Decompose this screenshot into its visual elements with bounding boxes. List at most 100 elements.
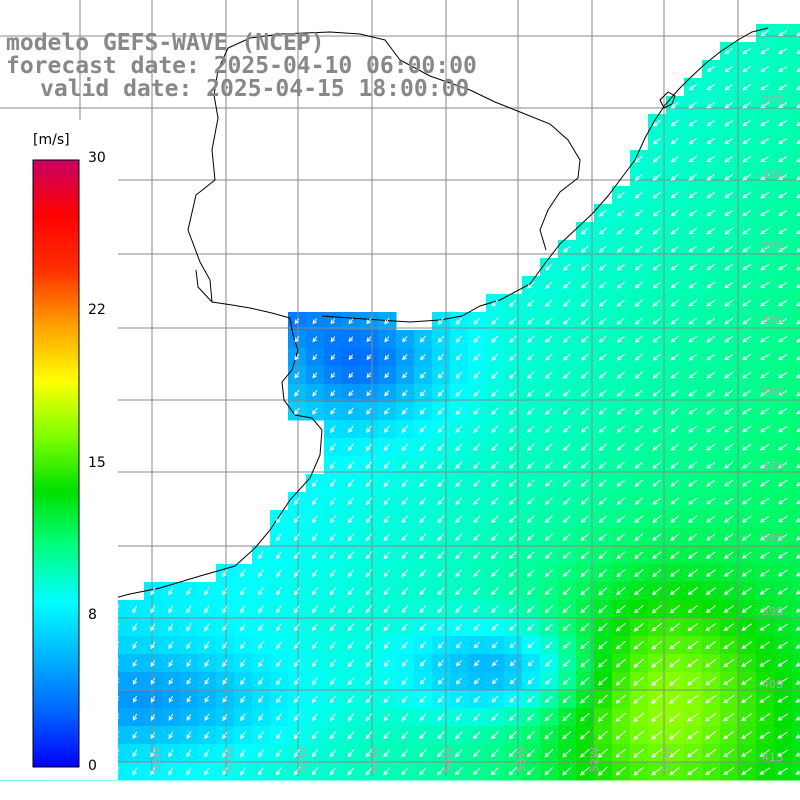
- wind-arrow: [688, 263, 698, 271]
- wind-arrow: [616, 479, 626, 487]
- wind-arrow: [490, 749, 499, 758]
- wind-arrow: [240, 641, 246, 650]
- wind-arrow: [742, 263, 752, 271]
- wind-arrow: [580, 533, 590, 541]
- wind-arrow: [580, 371, 589, 379]
- wind-arrow: [186, 641, 192, 650]
- wind-arrow: [777, 461, 788, 469]
- wind-arrow: [688, 479, 698, 487]
- title-forecast-date: forecast date: 2025-04-10 06:00:00: [6, 53, 477, 79]
- wind-arrow: [777, 443, 788, 451]
- wind-arrow: [598, 245, 607, 253]
- wind-arrow: [634, 209, 643, 217]
- wind-arrow: [652, 317, 662, 325]
- wind-arrow: [742, 371, 752, 379]
- wind-arrow: [168, 731, 174, 740]
- wind-arrow: [742, 335, 752, 343]
- wind-arrow: [706, 83, 715, 91]
- wind-arrow: [132, 641, 138, 650]
- wind-arrow: [687, 587, 698, 596]
- wind-arrow: [544, 425, 553, 433]
- wind-arrow: [276, 695, 282, 704]
- wind-arrow: [616, 461, 626, 469]
- wind-arrow: [258, 551, 264, 560]
- wind-arrow: [294, 371, 300, 379]
- wind-arrow: [473, 551, 481, 560]
- wind-arrow: [652, 443, 662, 451]
- wind-arrow: [293, 587, 300, 596]
- wind-arrow: [330, 336, 336, 343]
- wind-arrow: [742, 209, 752, 217]
- wind-arrow: [688, 101, 697, 109]
- wind-arrow: [634, 173, 643, 181]
- wind-arrow: [365, 677, 373, 686]
- wind-arrow: [688, 389, 698, 397]
- wind-arrow: [688, 83, 697, 91]
- wind-arrow: [347, 497, 355, 506]
- wind-arrow: [652, 299, 661, 307]
- wind-arrow: [491, 353, 499, 361]
- wind-arrow: [580, 694, 590, 704]
- wind-arrow: [508, 479, 517, 488]
- wind-arrow: [634, 353, 643, 361]
- wind-arrow: [778, 119, 788, 127]
- wind-cell: [792, 204, 800, 223]
- longitude-label: 54W: [442, 747, 455, 772]
- wind-arrow: [348, 372, 354, 379]
- wind-arrow: [240, 659, 246, 668]
- wind-arrow: [633, 658, 645, 668]
- wind-arrow: [598, 299, 607, 307]
- wind-arrow: [150, 605, 156, 614]
- wind-arrow: [402, 336, 408, 343]
- wind-arrow: [778, 173, 788, 181]
- wind-arrow: [705, 569, 716, 577]
- wind-arrow: [652, 551, 662, 559]
- wind-arrow: [545, 659, 553, 667]
- wind-arrow: [509, 695, 517, 703]
- wind-arrow: [634, 299, 643, 307]
- wind-arrow: [419, 569, 427, 578]
- wind-arrow: [132, 695, 138, 703]
- wind-arrow: [311, 479, 318, 488]
- wind-arrow: [222, 713, 228, 722]
- wind-arrow: [795, 716, 800, 721]
- wind-arrow: [526, 461, 535, 470]
- wind-cell: [792, 546, 800, 565]
- wind-arrow: [330, 390, 336, 397]
- wind-arrow: [509, 389, 517, 397]
- wind-arrow: [491, 335, 499, 343]
- wind-arrow: [723, 658, 735, 668]
- wind-arrow: [724, 83, 733, 91]
- colorbar-unit: [m/s]: [33, 132, 70, 148]
- wind-arrow: [633, 748, 645, 758]
- wind-arrow: [633, 587, 644, 596]
- wind-arrow: [562, 335, 571, 343]
- wind-arrow: [706, 281, 716, 289]
- wind-arrow: [276, 533, 282, 542]
- wind-arrow: [366, 354, 372, 361]
- wind-arrow: [634, 245, 643, 253]
- wind-arrow: [778, 299, 788, 307]
- wind-arrow: [724, 479, 734, 487]
- wind-cell: [792, 528, 800, 547]
- wind-arrow: [634, 389, 644, 397]
- wind-arrow: [742, 479, 752, 487]
- wind-arrow: [204, 641, 210, 650]
- wind-arrow: [222, 659, 228, 668]
- wind-cell: [792, 582, 800, 601]
- wind-arrow: [580, 766, 590, 776]
- wind-arrow: [778, 245, 788, 253]
- wind-arrow: [401, 533, 409, 542]
- wind-arrow: [347, 479, 354, 488]
- wind-arrow: [723, 605, 734, 613]
- wind-arrow: [778, 83, 788, 91]
- wind-arrow: [705, 640, 717, 650]
- wind-arrow: [598, 551, 608, 560]
- wind-arrow: [240, 605, 246, 614]
- wind-arrow: [760, 281, 770, 289]
- wind-cell: [792, 708, 800, 727]
- wind-arrow: [616, 443, 625, 451]
- wind-arrow: [312, 336, 318, 343]
- wind-arrow: [687, 658, 699, 668]
- wind-arrow: [562, 748, 572, 758]
